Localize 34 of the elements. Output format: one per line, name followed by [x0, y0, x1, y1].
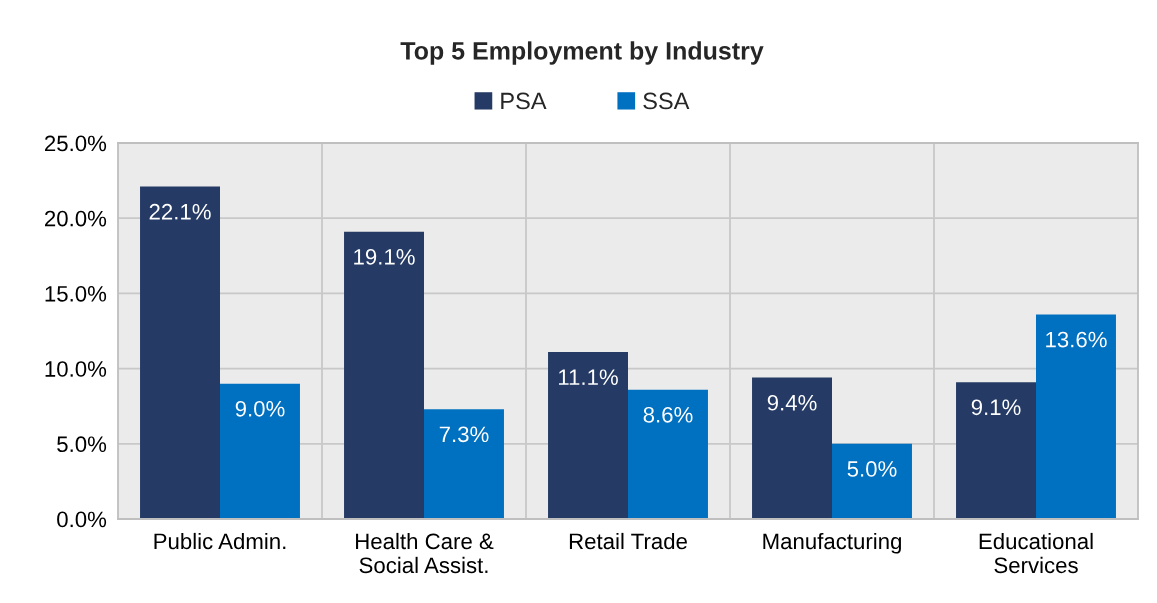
bar: [752, 377, 832, 519]
data-label: 9.4%: [767, 394, 817, 411]
bar: [220, 383, 300, 519]
data-label: 13.6%: [1046, 331, 1107, 348]
data-label: 11.1%: [559, 369, 618, 385]
bar: [140, 186, 220, 519]
x-tick-label: Health Care & Social Assist.: [356, 532, 494, 574]
bar: [832, 443, 912, 519]
y-tick-label: 0.0%: [57, 511, 107, 528]
bar: [344, 231, 424, 519]
y-tick-label: 5.0%: [57, 436, 107, 453]
legend-label: SSA: [643, 92, 690, 110]
x-tick-label: Educational Services: [979, 532, 1093, 574]
data-label: 5.0%: [847, 461, 897, 477]
data-label: 19.1%: [354, 248, 415, 265]
data-label: 9.0%: [235, 400, 285, 417]
legend-label: PSA: [501, 92, 547, 110]
bar: [628, 389, 708, 519]
chart-title: Top 5 Employment by Industry: [400, 41, 764, 65]
y-tick-label: 20.0%: [45, 210, 107, 227]
y-tick-label: 15.0%: [45, 285, 107, 302]
x-tick-label: Manufacturing: [763, 532, 901, 554]
bar: [548, 352, 628, 519]
bar: [1036, 314, 1116, 519]
bar: [956, 382, 1036, 519]
data-label: 9.1%: [971, 399, 1021, 416]
data-label: 22.1%: [149, 203, 211, 220]
x-tick-label: Public Admin.: [154, 532, 286, 550]
bar: [424, 409, 504, 519]
y-tick-label: 25.0%: [45, 135, 107, 152]
x-tick-label: Retail Trade: [569, 532, 687, 550]
y-tick-label: 10.0%: [45, 361, 107, 377]
data-label: 8.6%: [643, 406, 693, 423]
data-label: 7.3%: [439, 426, 489, 443]
